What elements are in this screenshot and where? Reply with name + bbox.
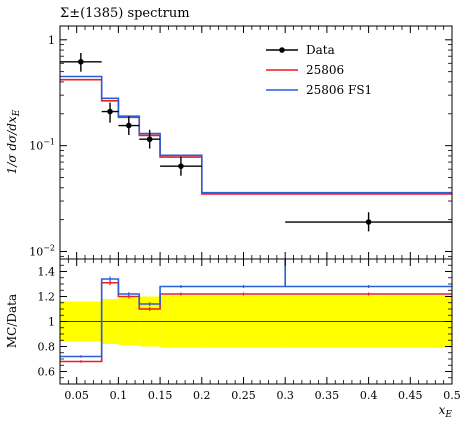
ratio-x-tick-label: 0.1 <box>110 389 128 402</box>
ratio-step-25806-fs1 <box>60 278 452 358</box>
ratio-x-tick-label: 0.45 <box>398 389 423 402</box>
ratio-y-tick-label: 1 <box>48 316 55 329</box>
data-point <box>118 116 140 136</box>
data-point-marker <box>107 108 113 115</box>
ratio-plot-panel: 0.6 0.8 1 1.2 1.4 0.05 0.1 0.15 0.2 0.25 0.3 0.35 0.… <box>38 258 461 402</box>
ratio-uncertainty-band <box>60 295 452 348</box>
ratio-x-tick-label: 0.15 <box>148 389 173 402</box>
ratio-x-tick-label: 0.3 <box>276 389 294 402</box>
ratio-y-tick-label: 1.2 <box>38 291 56 304</box>
legend-data-label: Data <box>306 43 335 57</box>
legend-data-marker <box>279 47 285 53</box>
data-point-marker <box>126 122 132 129</box>
ratio-y-tick-label: 1.4 <box>38 266 56 279</box>
main-series-layer <box>60 53 452 232</box>
main-y-tick-label: 10−1 <box>29 138 55 153</box>
legend: Data 25806 25806 FS1 <box>266 43 372 97</box>
main-y-tick-label: 10−2 <box>29 244 55 259</box>
data-point <box>285 212 452 232</box>
legend-25806-fs1-label: 25806 FS1 <box>306 83 372 97</box>
data-point-marker <box>365 219 372 225</box>
data-point <box>160 156 202 176</box>
data-point <box>101 102 119 123</box>
ratio-axis-ticks: 0.6 0.8 1 1.2 1.4 0.05 0.1 0.15 0.2 0.25 0.3 0.35 0.… <box>38 258 461 402</box>
data-point <box>139 129 161 149</box>
legend-entry-25806: 25806 <box>266 63 344 77</box>
legend-25806-label: 25806 <box>306 63 344 77</box>
ratio-y-axis-label: MC/Data <box>5 294 19 348</box>
main-axis-ticks: 1 10−1 10−2 <box>29 26 453 259</box>
main-step-25806-fs1 <box>60 75 452 194</box>
ratio-y-tick-label: 0.6 <box>38 366 56 379</box>
ratio-x-tick-label: 0.05 <box>64 389 89 402</box>
main-step-25806 <box>60 78 452 195</box>
legend-entry-25806-fs1: 25806 FS1 <box>266 83 372 97</box>
main-y-tick-label: 1 <box>48 34 55 47</box>
ratio-y-tick-label: 0.8 <box>38 341 56 354</box>
main-plot-panel: 1 10−1 10−2 <box>29 25 453 260</box>
ratio-x-tick-label: 0.2 <box>193 389 211 402</box>
ratio-x-tick-label: 0.35 <box>315 389 340 402</box>
ratio-x-tick-label: 0.25 <box>231 389 256 402</box>
ratio-x-tick-label: 0.5 <box>443 389 461 402</box>
legend-entry-data: Data <box>266 43 335 57</box>
chart-title: Σ±(1385) spectrum <box>60 6 190 21</box>
ratio-x-tick-label: 0.4 <box>360 389 378 402</box>
data-point-marker <box>178 163 184 169</box>
data-point <box>60 53 102 72</box>
data-point-marker <box>146 136 153 143</box>
main-y-axis-label: 1/σ dσ/dxE <box>5 109 22 174</box>
data-point-marker <box>78 58 84 65</box>
